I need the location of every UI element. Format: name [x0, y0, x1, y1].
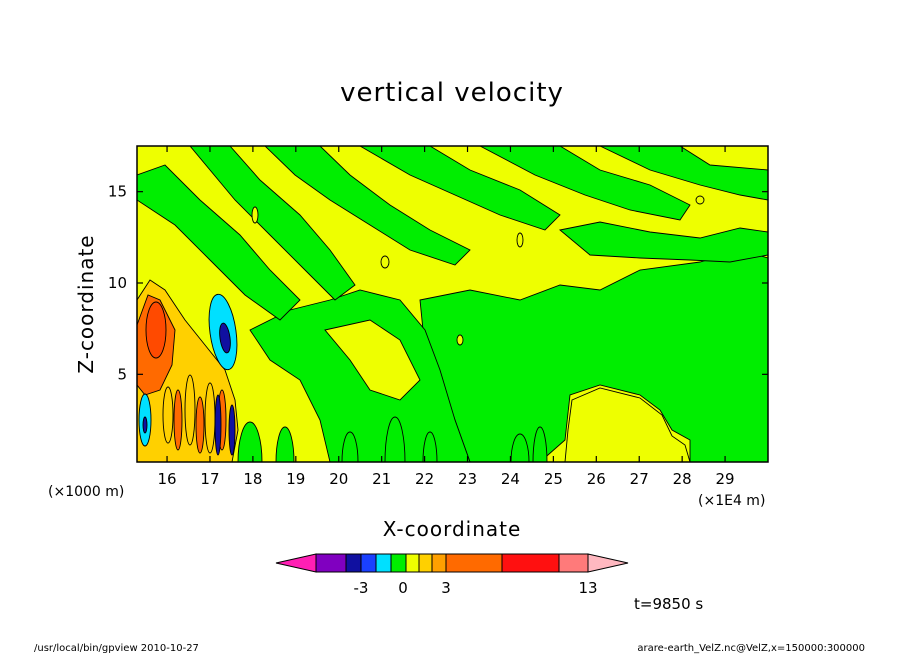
green-streak [510, 433, 530, 462]
speck [516, 232, 524, 248]
y-tick-label: 15 [108, 183, 127, 201]
x-units-left: (×1000 m) [48, 484, 124, 500]
green-stripe-mid-right [558, 221, 768, 263]
plot-frame [136, 145, 769, 463]
speck [251, 206, 259, 224]
speck [456, 334, 464, 346]
colorbar-segment [418, 553, 433, 573]
column-streak [195, 396, 205, 454]
colorbar-label: 3 [441, 579, 451, 597]
chart-title: vertical velocity [340, 78, 564, 108]
x-tick-label: 21 [372, 470, 391, 488]
colorbar-segment [345, 553, 362, 573]
x-tick-label: 27 [630, 470, 649, 488]
colorbar-segment [558, 553, 589, 573]
column-streak [162, 386, 174, 444]
x-tick-label: 28 [673, 470, 692, 488]
x-tick-label: 29 [716, 470, 735, 488]
speck [695, 195, 705, 205]
colorbar-max-triangle [587, 553, 629, 573]
colorbar-label: 0 [398, 579, 408, 597]
colorbar-segment [360, 553, 377, 573]
time-label: t=9850 s [634, 595, 703, 613]
colorbar-min-triangle [275, 553, 317, 573]
x-axis: 16 17 18 19 20 21 22 23 24 25 26 27 28 29 [158, 146, 735, 488]
x-tick-label: 17 [200, 470, 219, 488]
x-tick-label: 23 [458, 470, 477, 488]
green-streak [237, 421, 263, 462]
green-stripe-diagonal-1 [137, 164, 301, 321]
x-tick-label: 18 [243, 470, 262, 488]
colorbar-segment [390, 553, 407, 573]
downdraft-streak [214, 394, 222, 456]
green-streak [275, 426, 295, 462]
x-tick-label: 20 [329, 470, 348, 488]
x-tick-label: 25 [544, 470, 563, 488]
y-axis: 5 10 15 [108, 183, 768, 383]
column-streak [184, 374, 196, 446]
green-stripe-upper-right [479, 146, 691, 221]
colorbar-segment [315, 553, 347, 573]
green-stripe-diagonal-2 [189, 146, 356, 301]
green-stripe-diagonal-3 [264, 146, 471, 266]
downdraft-low-left-core [142, 416, 148, 434]
colorbar-segment [501, 553, 560, 573]
plot-area [137, 146, 768, 462]
green-streak [341, 431, 359, 462]
x-tick-label: 24 [501, 470, 520, 488]
y-axis-label: Z-coordinate [74, 234, 98, 373]
colorbar-segment [445, 553, 503, 573]
y-tick-label: 5 [117, 365, 127, 383]
colorbar-segment [375, 553, 392, 573]
colorbar: -3 0 3 13 [275, 553, 629, 597]
colorbar-segment [405, 553, 420, 573]
colorbar-segment [431, 553, 447, 573]
green-stripe-top-right [599, 146, 768, 201]
x-units-right: (×1E4 m) [698, 493, 765, 509]
y-tick-label: 10 [108, 274, 127, 292]
downdraft-streak [228, 404, 236, 456]
contour-field [137, 146, 768, 462]
x-tick-label: 22 [415, 470, 434, 488]
colorbar-label: 13 [578, 579, 597, 597]
yellow-patch-lower-right [564, 387, 691, 462]
x-tick-label: 16 [158, 470, 177, 488]
x-axis-label: X-coordinate [383, 517, 522, 541]
green-stripe-upper [359, 146, 561, 231]
column-streak [173, 389, 183, 451]
speck [380, 255, 390, 269]
x-tick-label: 19 [286, 470, 305, 488]
yellow-island-middle [324, 319, 421, 401]
footer-left: /usr/local/bin/gpview 2010-10-27 [34, 643, 199, 654]
colorbar-label: -3 [354, 579, 369, 597]
downdraft-core [219, 322, 231, 354]
green-streak [422, 431, 438, 462]
column-streak [204, 382, 216, 454]
green-streak [384, 416, 406, 462]
footer-right: arare-earth_VelZ.nc@VelZ,x=150000:300000 [637, 643, 865, 654]
green-streak [532, 426, 548, 462]
x-tick-label: 26 [587, 470, 606, 488]
updraft-core-inner [145, 301, 167, 359]
